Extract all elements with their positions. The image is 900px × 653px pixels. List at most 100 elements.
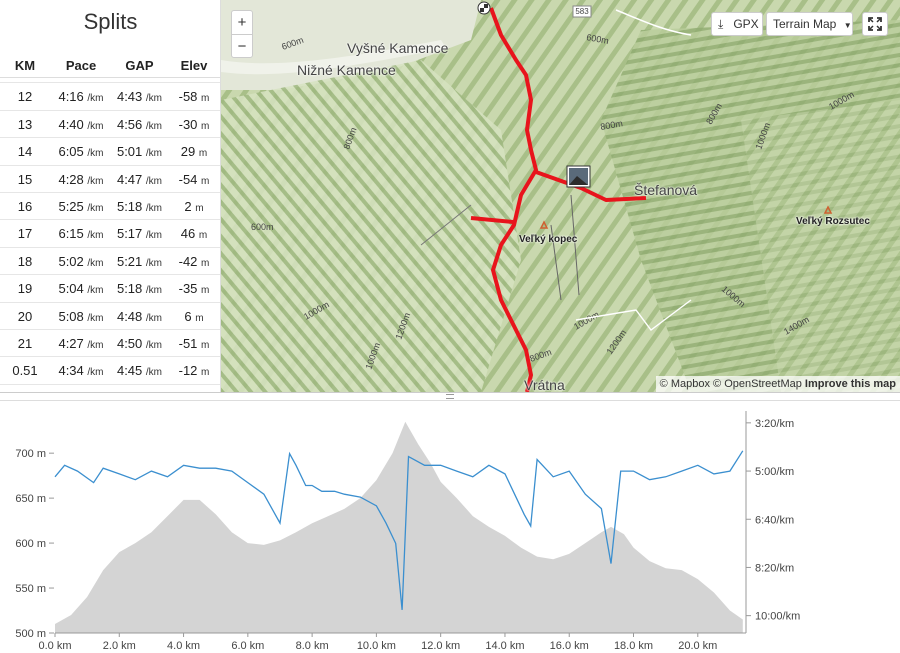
split-row[interactable]: 20 5:08 /km 4:48 /km 6 m xyxy=(0,303,220,330)
left-tick-label: 600 m xyxy=(15,538,46,550)
route-branch xyxy=(535,170,647,202)
split-elev: -51 m xyxy=(178,335,210,351)
place-stefanova: Štefanová xyxy=(634,182,698,198)
split-row[interactable]: 15 4:28 /km 4:47 /km -54 m xyxy=(0,166,220,193)
map-type-label: Terrain Map xyxy=(773,17,837,31)
map-attribution: © Mapbox © OpenStreetMap Improve this ma… xyxy=(655,376,900,392)
split-row[interactable]: 12 4:16 /km 4:43 /km -58 m xyxy=(0,83,220,111)
split-km: 16 xyxy=(17,198,33,214)
split-pace: 4:27 /km xyxy=(58,335,104,351)
drag-handle-icon[interactable] xyxy=(446,394,454,399)
improve-map-link[interactable]: Improve this map xyxy=(804,378,896,390)
route-map[interactable]: 600m 600m 800m 800m 600m 800m 1000m 1000… xyxy=(221,0,900,392)
split-pace: 5:02 /km xyxy=(58,253,104,269)
terrain-layer: 600m 600m 800m 800m 600m 800m 1000m 1000… xyxy=(221,0,900,392)
split-elev: -35 m xyxy=(178,281,210,297)
split-gap: 4:47 /km xyxy=(116,171,163,187)
right-tick-label: 3:20/km xyxy=(755,418,794,430)
split-row[interactable]: 18 5:02 /km 5:21 /km -42 m xyxy=(0,248,220,276)
split-elev: 6 m xyxy=(184,308,204,324)
right-tick-label: 10:00/km xyxy=(755,611,800,623)
split-row[interactable]: 0.51 4:34 /km 4:45 /km -12 m xyxy=(0,357,220,385)
split-gap: 4:45 /km xyxy=(116,363,163,379)
split-elev: -54 m xyxy=(178,171,210,187)
split-pace: 4:28 /km xyxy=(58,171,104,187)
split-km: 19 xyxy=(17,281,33,297)
x-tick-label: 10.0 km xyxy=(357,640,396,652)
split-elev: -58 m xyxy=(178,89,210,105)
split-gap: 4:56 /km xyxy=(116,116,163,132)
gpx-label: GPX xyxy=(733,17,759,31)
splits-panel: Splits KM Pace GAP Elev 116:46 /km5:22 /… xyxy=(0,0,221,392)
route-line xyxy=(489,7,538,392)
road-number: 583 xyxy=(575,7,589,16)
peak-velky-kopec: Veľký kopec xyxy=(519,234,578,245)
splits-title: Splits xyxy=(0,0,220,44)
right-tick-label: 5:00/km xyxy=(755,466,794,478)
header-gap: GAP xyxy=(125,58,154,73)
split-km: 0.51 xyxy=(12,363,38,379)
pace-line xyxy=(54,450,744,610)
fullscreen-button[interactable] xyxy=(862,12,888,36)
elevation-area xyxy=(55,421,743,633)
elevation-pace-chart[interactable]: 700 m 650 m 600 m 550 m 500 m 3:20/km 5:00/km 6… xyxy=(0,401,900,653)
split-elev: -42 m xyxy=(178,253,210,269)
split-row[interactable]: 13 4:40 /km 4:56 /km -30 m xyxy=(0,111,220,139)
split-km: 13 xyxy=(17,116,33,132)
x-tick-label: 6.0 km xyxy=(231,640,264,652)
split-pace: 6:15 /km xyxy=(58,226,104,242)
split-km: 15 xyxy=(17,171,33,187)
zoom-in-button[interactable]: + xyxy=(237,14,247,31)
left-tick-label: 500 m xyxy=(15,628,46,640)
right-tick-label: 8:20/km xyxy=(755,562,794,574)
split-pace: 5:04 /km xyxy=(58,281,104,297)
peak-velky-rozsutec: Veľký Rozsutec xyxy=(796,216,870,227)
osm-link[interactable]: © OpenStreetMap xyxy=(713,378,802,390)
split-row[interactable]: 14 6:05 /km 5:01 /km 29 m xyxy=(0,138,220,166)
split-pace: 6:05 /km xyxy=(58,144,104,160)
split-km: 14 xyxy=(17,144,33,160)
split-km: 21 xyxy=(17,335,33,351)
split-gap: 4:43 /km xyxy=(116,89,163,105)
expand-icon xyxy=(868,17,882,31)
split-gap: 5:01 /km xyxy=(116,144,163,160)
split-km: 12 xyxy=(17,89,33,105)
x-tick-label: 20.0 km xyxy=(678,640,717,652)
header-pace: Pace xyxy=(65,58,97,73)
contour-label: 600m xyxy=(586,32,610,46)
caret-down-icon: ▼ xyxy=(843,21,852,30)
map-type-dropdown[interactable]: Terrain Map ▼ xyxy=(766,12,853,36)
split-gap: 5:21 /km xyxy=(116,253,163,269)
x-tick-label: 14.0 km xyxy=(485,640,524,652)
mapbox-link[interactable]: © Mapbox xyxy=(659,378,710,390)
split-gap: 4:48 /km xyxy=(116,308,163,324)
place-nizne-kamence: Nižné Kamence xyxy=(297,62,396,78)
split-row[interactable]: 17 6:15 /km 5:17 /km 46 m xyxy=(0,220,220,248)
x-tick-label: 8.0 km xyxy=(296,640,329,652)
download-icon: ⤓ xyxy=(718,17,724,31)
split-elev: 29 m xyxy=(180,144,208,160)
zoom-out-button[interactable]: − xyxy=(232,34,252,57)
panel-resize-divider[interactable] xyxy=(0,392,900,401)
header-km: KM xyxy=(14,58,36,73)
split-km: 18 xyxy=(17,253,33,269)
x-tick-label: 0.0 km xyxy=(38,640,71,652)
x-tick-label: 2.0 km xyxy=(103,640,136,652)
split-row[interactable]: 19 5:04 /km 5:18 /km -35 m xyxy=(0,275,220,303)
split-gap: 4:50 /km xyxy=(116,335,163,351)
x-tick-label: 12.0 km xyxy=(421,640,460,652)
right-tick-label: 6:40/km xyxy=(755,514,794,526)
split-row[interactable]: 16 5:25 /km 5:18 /km 2 m xyxy=(0,193,220,221)
split-pace: 5:08 /km xyxy=(58,308,104,324)
place-vysne-kamence: Vyšné Kamence xyxy=(347,40,449,56)
contour-label: 800m xyxy=(600,118,624,132)
split-km: 17 xyxy=(17,226,33,242)
split-row[interactable]: 21 4:27 /km 4:50 /km -51 m xyxy=(0,330,220,358)
split-elev: -30 m xyxy=(178,116,210,132)
gpx-download-button[interactable]: ⤓ GPX xyxy=(711,12,763,36)
split-elev: -12 m xyxy=(178,363,210,379)
place-vratna: Vrátna xyxy=(524,377,565,392)
split-pace: 4:16 /km xyxy=(58,89,104,105)
split-gap: 5:18 /km xyxy=(116,198,163,214)
split-gap: 5:18 /km xyxy=(116,281,163,297)
